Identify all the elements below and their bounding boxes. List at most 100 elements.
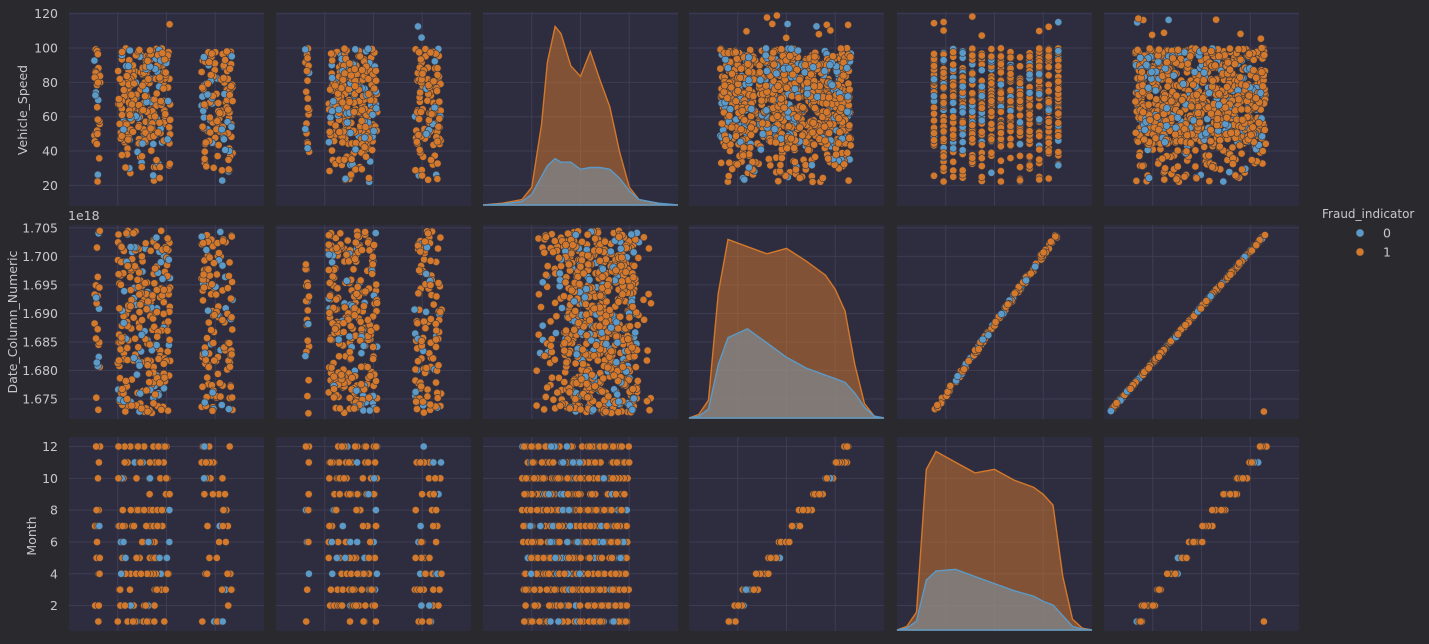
- scatter-point: [824, 154, 832, 163]
- scatter-point: [325, 474, 334, 483]
- scatter-point: [537, 303, 545, 311]
- scatter-point: [226, 362, 234, 371]
- scatter-point: [804, 146, 813, 154]
- scatter-point: [93, 538, 101, 546]
- scatter-point: [213, 152, 222, 160]
- scatter-point: [434, 122, 443, 131]
- scatter-point: [433, 70, 442, 79]
- scatter-point: [526, 522, 535, 530]
- scatter-point: [161, 110, 170, 118]
- scatter-point: [114, 474, 123, 483]
- scatter-point: [809, 118, 818, 127]
- scatter-point: [417, 382, 426, 391]
- scatter-point: [598, 554, 606, 562]
- scatter-point: [543, 383, 552, 392]
- scatter-point: [598, 387, 607, 396]
- scatter-point: [160, 373, 169, 382]
- scatter-point: [135, 361, 144, 370]
- scatter-point: [137, 252, 146, 261]
- scatter-point: [364, 44, 373, 53]
- scatter-point: [785, 64, 793, 73]
- scatter-point: [585, 316, 594, 325]
- scatter-point: [303, 336, 312, 345]
- scatter-point: [530, 585, 539, 594]
- scatter-point: [123, 395, 132, 403]
- scatter-point: [329, 97, 338, 106]
- scatter-point: [605, 306, 614, 314]
- scatter-point: [366, 538, 375, 546]
- scatter-point: [411, 554, 420, 562]
- scatter-point: [799, 103, 807, 112]
- scatter-point: [756, 76, 765, 84]
- scatter-point: [366, 327, 375, 335]
- scatter-point: [603, 363, 612, 372]
- scatter-point: [228, 325, 237, 334]
- scatter-point: [371, 506, 380, 514]
- scatter-point: [536, 538, 545, 546]
- scatter-point: [339, 75, 347, 84]
- scatter-point: [218, 166, 226, 175]
- scatter-point: [351, 442, 359, 451]
- scatter-point: [558, 304, 566, 312]
- scatter-point: [602, 522, 611, 530]
- scatter-point: [364, 174, 373, 182]
- scatter-point: [151, 112, 159, 121]
- scatter-point: [158, 49, 167, 57]
- scatter-point: [810, 52, 819, 61]
- scatter-point: [433, 87, 441, 95]
- scatter-point: [301, 125, 310, 134]
- scatter-point: [357, 117, 366, 125]
- scatter-point: [787, 44, 796, 53]
- scatter-point: [368, 110, 377, 119]
- scatter-point: [208, 406, 217, 415]
- ytick-label: 120: [34, 6, 58, 21]
- scatter-point: [353, 282, 362, 291]
- scatter-point: [95, 154, 104, 163]
- scatter-point: [372, 104, 381, 113]
- ytick-label: 1.685: [22, 334, 58, 349]
- scatter-point: [226, 294, 235, 303]
- scatter-point: [413, 319, 422, 328]
- scatter-point: [436, 308, 445, 316]
- scatter-point: [155, 174, 164, 182]
- scatter-point: [782, 83, 791, 92]
- scatter-point: [578, 237, 586, 246]
- scatter-point: [414, 289, 423, 298]
- scatter-point: [590, 538, 599, 546]
- ytick-label: 80: [42, 75, 58, 90]
- scatter-point: [361, 601, 370, 610]
- scatter-point: [301, 260, 310, 269]
- scatter-point: [365, 393, 373, 402]
- scatter-point: [215, 379, 224, 388]
- scatter-point: [364, 75, 373, 83]
- scatter-point: [437, 458, 445, 467]
- scatter-point: [596, 585, 605, 594]
- scatter-point: [425, 554, 434, 562]
- scatter-point: [717, 158, 726, 167]
- scatter-point: [350, 311, 359, 320]
- scatter-point: [197, 68, 206, 76]
- scatter-point: [164, 317, 173, 326]
- scatter-point: [424, 229, 432, 238]
- scatter-point: [758, 119, 767, 128]
- scatter-point: [412, 137, 421, 146]
- scatter-point: [368, 269, 377, 278]
- scatter-point: [159, 359, 168, 368]
- scatter-point: [845, 134, 854, 142]
- scatter-point: [624, 335, 632, 344]
- scatter-point: [839, 71, 848, 80]
- scatter-point: [1173, 146, 1182, 155]
- scatter-point: [372, 442, 380, 451]
- scatter-point: [212, 270, 221, 279]
- ytick-label: 1.695: [22, 277, 58, 292]
- scatter-point: [826, 26, 835, 35]
- scatter-point: [576, 474, 585, 483]
- scatter-point: [147, 146, 156, 155]
- scatter-point: [807, 70, 815, 79]
- scatter-point: [527, 442, 536, 451]
- scatter-point: [590, 304, 599, 313]
- scatter-point: [164, 406, 172, 415]
- scatter-point: [340, 155, 349, 164]
- scatter-point: [792, 165, 800, 174]
- scatter-point: [434, 244, 442, 253]
